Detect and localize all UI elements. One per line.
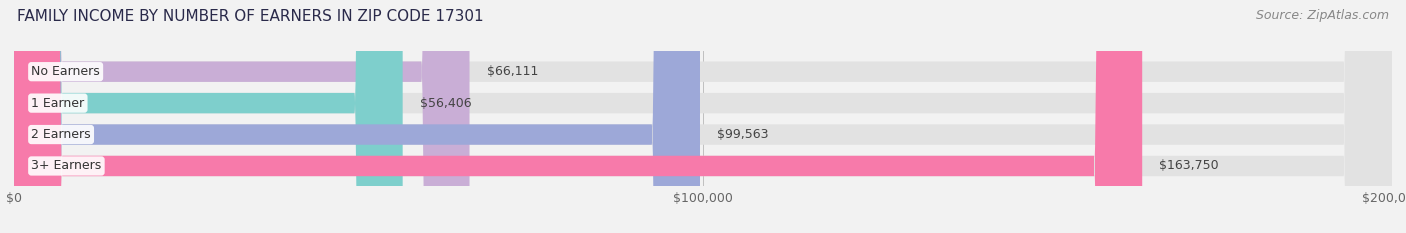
- FancyBboxPatch shape: [14, 0, 1392, 233]
- Text: No Earners: No Earners: [31, 65, 100, 78]
- FancyBboxPatch shape: [14, 0, 1142, 233]
- Text: $56,406: $56,406: [420, 97, 471, 110]
- Text: 2 Earners: 2 Earners: [31, 128, 91, 141]
- Text: FAMILY INCOME BY NUMBER OF EARNERS IN ZIP CODE 17301: FAMILY INCOME BY NUMBER OF EARNERS IN ZI…: [17, 9, 484, 24]
- FancyBboxPatch shape: [14, 0, 1392, 233]
- FancyBboxPatch shape: [14, 0, 1392, 233]
- Text: 3+ Earners: 3+ Earners: [31, 159, 101, 172]
- Text: $99,563: $99,563: [717, 128, 769, 141]
- FancyBboxPatch shape: [14, 0, 470, 233]
- Text: 1 Earner: 1 Earner: [31, 97, 84, 110]
- Text: $163,750: $163,750: [1160, 159, 1219, 172]
- FancyBboxPatch shape: [14, 0, 402, 233]
- FancyBboxPatch shape: [14, 0, 1392, 233]
- FancyBboxPatch shape: [14, 0, 700, 233]
- Text: Source: ZipAtlas.com: Source: ZipAtlas.com: [1256, 9, 1389, 22]
- Text: $66,111: $66,111: [486, 65, 538, 78]
